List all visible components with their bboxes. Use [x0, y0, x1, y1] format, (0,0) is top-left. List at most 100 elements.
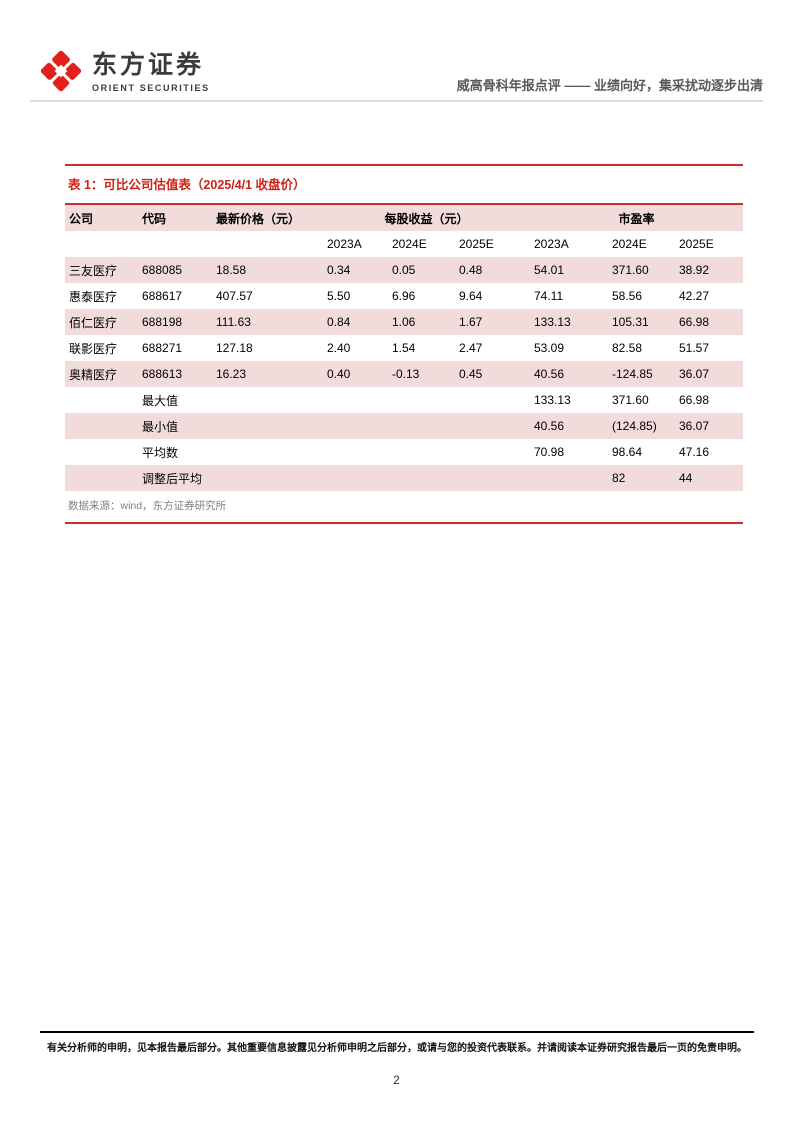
company-name: 联影医疗 — [65, 335, 138, 361]
latest-price: 16.23 — [212, 361, 323, 387]
eps-2023a: 0.34 — [323, 257, 388, 283]
pe-2023a: 133.13 — [530, 387, 608, 413]
summary-label: 最大值 — [138, 387, 212, 413]
eps-2025e: 9.64 — [455, 283, 530, 309]
pe-2023a: 53.09 — [530, 335, 608, 361]
sub-header-pe-2024e: 2024E — [608, 231, 675, 257]
pe-2025e: 44 — [675, 465, 743, 491]
sub-header-eps-2024e: 2024E — [388, 231, 455, 257]
table-row-company: 奥精医疗 688613 16.23 0.40 -0.13 0.45 40.56 … — [65, 361, 743, 387]
summary-label: 最小值 — [138, 413, 212, 439]
eps-2023a: 5.50 — [323, 283, 388, 309]
summary-label: 平均数 — [138, 439, 212, 465]
sub-header-pe-2025e: 2025E — [675, 231, 743, 257]
pe-2023a: 133.13 — [530, 309, 608, 335]
pe-2025e: 66.98 — [675, 309, 743, 335]
pe-2024e: 98.64 — [608, 439, 675, 465]
table-group-header-row: 公司 代码 最新价格（元） 每股收益（元） 市盈率 — [65, 203, 743, 231]
pe-2023a — [530, 465, 608, 491]
company-code: 688271 — [138, 335, 212, 361]
pe-2023a: 70.98 — [530, 439, 608, 465]
pe-2023a: 40.56 — [530, 413, 608, 439]
company-name: 奥精医疗 — [65, 361, 138, 387]
eps-2024e: 1.06 — [388, 309, 455, 335]
company-name: 惠泰医疗 — [65, 283, 138, 309]
pe-2024e: 58.56 — [608, 283, 675, 309]
table-row-company: 联影医疗 688271 127.18 2.40 1.54 2.47 53.09 … — [65, 335, 743, 361]
orient-securities-logo: 东方证券 ORIENT SECURITIES — [39, 49, 210, 93]
pe-2024e: (124.85) — [608, 413, 675, 439]
pe-2023a: 54.01 — [530, 257, 608, 283]
summary-row-min: 最小值 40.56 (124.85) 36.07 — [65, 413, 743, 439]
pe-2025e: 36.07 — [675, 413, 743, 439]
pe-2023a: 74.11 — [530, 283, 608, 309]
sub-header-eps-2025e: 2025E — [455, 231, 530, 257]
pe-2024e: 371.60 — [608, 257, 675, 283]
col-header-code: 代码 — [138, 203, 212, 231]
eps-2023a: 2.40 — [323, 335, 388, 361]
eps-2024e: -0.13 — [388, 361, 455, 387]
logo-name-en: ORIENT SECURITIES — [92, 82, 210, 93]
pe-2025e: 66.98 — [675, 387, 743, 413]
summary-row-average: 平均数 70.98 98.64 47.16 — [65, 439, 743, 465]
latest-price: 18.58 — [212, 257, 323, 283]
pe-2024e: 82.58 — [608, 335, 675, 361]
report-title: 威高骨科年报点评 —— 业绩向好，集采扰动逐步出清 — [456, 78, 763, 93]
table-bottom-rule — [65, 522, 743, 524]
eps-2025e: 0.48 — [455, 257, 530, 283]
sub-header-eps-2023a: 2023A — [323, 231, 388, 257]
table-row-company: 惠泰医疗 688617 407.57 5.50 6.96 9.64 74.11 … — [65, 283, 743, 309]
footer-divider — [40, 1031, 754, 1033]
latest-price: 127.18 — [212, 335, 323, 361]
pe-2025e: 36.07 — [675, 361, 743, 387]
logo-text: 东方证券 ORIENT SECURITIES — [92, 50, 210, 93]
pe-2025e: 47.16 — [675, 439, 743, 465]
pe-2023a: 40.56 — [530, 361, 608, 387]
header-divider — [30, 100, 763, 102]
sub-header-pe-2023a: 2023A — [530, 231, 608, 257]
latest-price: 407.57 — [212, 283, 323, 309]
col-header-company: 公司 — [65, 203, 138, 231]
page-number: 2 — [393, 1073, 400, 1087]
col-header-price: 最新价格（元） — [212, 203, 323, 231]
eps-2024e: 1.54 — [388, 335, 455, 361]
valuation-table-block: 表 1：可比公司估值表（2025/4/1 收盘价） 公司 代码 最新价格（元） … — [65, 164, 743, 524]
table-row-company: 三友医疗 688085 18.58 0.34 0.05 0.48 54.01 3… — [65, 257, 743, 283]
logo-name-cn: 东方证券 — [92, 51, 205, 79]
eps-2023a: 0.84 — [323, 309, 388, 335]
col-header-eps: 每股收益（元） — [323, 203, 530, 231]
eps-2025e: 2.47 — [455, 335, 530, 361]
pe-2025e: 51.57 — [675, 335, 743, 361]
data-source-note: 数据来源：wind，东方证券研究所 — [68, 500, 227, 512]
latest-price: 111.63 — [212, 309, 323, 335]
table-sub-header-row: 2023A 2024E 2025E 2023A 2024E 2025E — [65, 231, 743, 257]
summary-label: 调整后平均 — [138, 465, 212, 491]
table-top-rule — [65, 164, 743, 166]
company-code: 688198 — [138, 309, 212, 335]
eps-2024e: 6.96 — [388, 283, 455, 309]
company-code: 688613 — [138, 361, 212, 387]
company-code: 688085 — [138, 257, 212, 283]
table-row-company: 佰仁医疗 688198 111.63 0.84 1.06 1.67 133.13… — [65, 309, 743, 335]
page-header: 东方证券 ORIENT SECURITIES 威高骨科年报点评 —— 业绩向好，… — [39, 49, 763, 98]
summary-row-max: 最大值 133.13 371.60 66.98 — [65, 387, 743, 413]
pe-2025e: 38.92 — [675, 257, 743, 283]
company-name: 佰仁医疗 — [65, 309, 138, 335]
company-name: 三友医疗 — [65, 257, 138, 283]
valuation-table: 公司 代码 最新价格（元） 每股收益（元） 市盈率 2023A 2024E 20… — [65, 203, 743, 491]
table-caption: 表 1：可比公司估值表（2025/4/1 收盘价） — [68, 178, 306, 192]
pe-2025e: 42.27 — [675, 283, 743, 309]
pe-2024e: 371.60 — [608, 387, 675, 413]
pe-2024e: 82 — [608, 465, 675, 491]
eps-2024e: 0.05 — [388, 257, 455, 283]
pe-2024e: -124.85 — [608, 361, 675, 387]
pe-2024e: 105.31 — [608, 309, 675, 335]
company-code: 688617 — [138, 283, 212, 309]
eps-2025e: 1.67 — [455, 309, 530, 335]
eps-2023a: 0.40 — [323, 361, 388, 387]
col-header-pe: 市盈率 — [530, 203, 743, 231]
logo-diamond-icon — [39, 49, 83, 93]
eps-2025e: 0.45 — [455, 361, 530, 387]
summary-row-adjusted-average: 调整后平均 82 44 — [65, 465, 743, 491]
